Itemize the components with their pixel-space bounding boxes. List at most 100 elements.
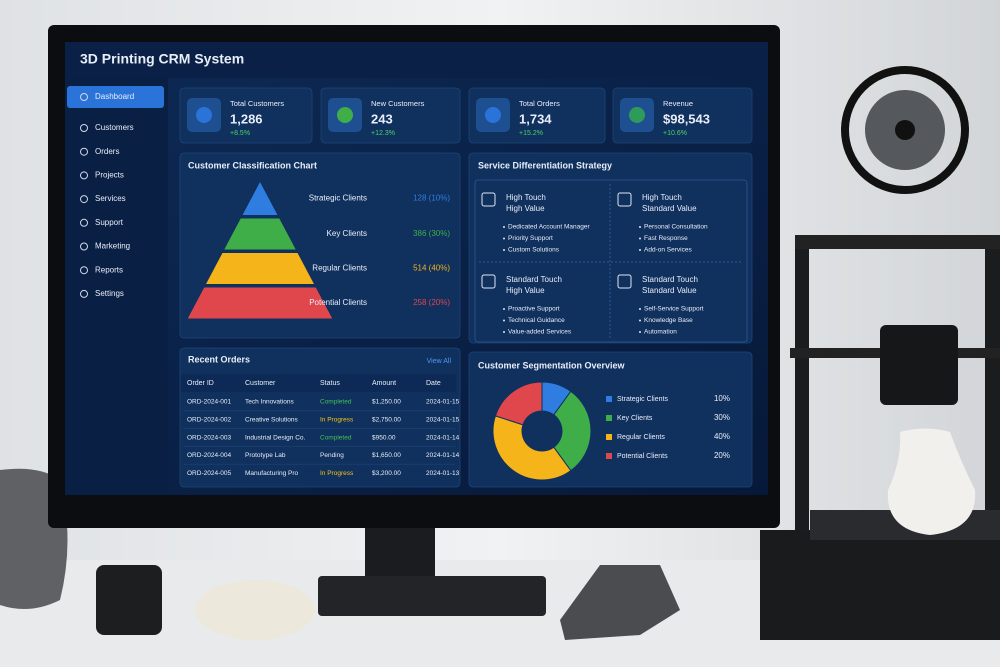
tier-value: 386 (30%) — [413, 229, 450, 238]
panel-title: Customer Segmentation Overview — [478, 360, 626, 370]
nav-icon — [80, 124, 88, 132]
table-cell: ORD-2024-001 — [187, 399, 231, 406]
strategy-item: Priority Support — [508, 235, 553, 242]
tier-value: 514 (40%) — [413, 264, 450, 273]
nav-item[interactable]: Settings — [95, 289, 124, 298]
table-cell: 2024-01-14 — [426, 434, 460, 441]
strategy-item: Dedicated Account Manager — [508, 224, 590, 231]
strategy-title: High Value — [506, 204, 545, 213]
nav-item[interactable]: Dashboard — [95, 92, 134, 101]
nav-item[interactable]: Services — [95, 194, 126, 203]
nav-icon — [80, 93, 88, 101]
nav-item[interactable]: Marketing — [95, 242, 130, 251]
nav-icon — [80, 289, 88, 298]
strategy-title: High Value — [506, 286, 545, 295]
nav-item[interactable]: Customers — [95, 123, 134, 132]
legend-label: Strategic Clients — [617, 396, 668, 403]
bullet — [639, 226, 641, 228]
strategy-item: Fast Response — [644, 235, 688, 242]
nav-icon — [80, 218, 88, 227]
table-cell: Manufacturing Pro — [245, 470, 298, 477]
legend-value: 20% — [714, 451, 730, 460]
monitor-neck — [365, 525, 435, 583]
bullet — [503, 226, 505, 228]
view-all[interactable]: View All — [427, 358, 452, 365]
legend-label: Potential Clients — [617, 453, 668, 460]
screen: 3D Printing CRM System Dashboard Customer… — [65, 42, 768, 495]
strategy-icon — [617, 192, 632, 207]
bullet — [639, 308, 641, 310]
table-cell: ORD-2024-003 — [187, 434, 231, 441]
panel-title: Service Differentiation Strategy — [478, 160, 612, 170]
legend-swatch — [606, 415, 612, 421]
kpi-change: +15.2% — [519, 130, 543, 137]
table-cell: Pending — [320, 452, 344, 459]
strategy-title: High Touch — [506, 193, 546, 202]
kpi-glyph — [196, 107, 212, 123]
table-header — [181, 374, 456, 392]
legend-swatch — [606, 434, 612, 440]
legend-value: 40% — [714, 432, 730, 441]
table-cell: $3,200.00 — [372, 470, 401, 477]
strategy-title: Standard Touch — [642, 275, 698, 284]
strategy-title: Standard Value — [642, 204, 697, 213]
nav-icon — [80, 242, 88, 251]
strategy-title: Standard Touch — [506, 275, 562, 284]
table-cell: In Progress — [320, 470, 354, 477]
table-cell: Tech Innovations — [245, 399, 295, 406]
nav-active — [67, 86, 164, 108]
strategy-icon — [481, 274, 496, 289]
tier-value: 258 (20%) — [413, 298, 450, 307]
pyramid-tier — [206, 253, 314, 284]
app-title: 3D Printing CRM System — [80, 51, 244, 67]
column-header: Order ID — [187, 380, 214, 387]
panel-title: Customer Classification Chart — [188, 160, 317, 170]
kpi-label: New Customers — [371, 99, 425, 108]
table-cell: ORD-2024-002 — [187, 417, 231, 424]
kpi-label: Total Orders — [519, 99, 560, 108]
strategy-item: Knowledge Base — [644, 317, 693, 324]
bullet — [503, 249, 505, 251]
nav-item[interactable]: Projects — [95, 171, 124, 180]
column-header: Amount — [372, 380, 396, 387]
kpi-glyph — [485, 107, 501, 123]
table-cell: 2024-01-14 — [426, 452, 460, 459]
bullet — [639, 331, 641, 333]
legend-value: 10% — [714, 394, 730, 403]
kpi-value: 1,286 — [230, 111, 263, 126]
bullet — [503, 331, 505, 333]
table-cell: Industrial Design Co. — [245, 434, 306, 441]
tier-name: Strategic Clients — [309, 194, 367, 203]
tier-name: Key Clients — [327, 229, 367, 238]
pyramid-tier — [242, 182, 278, 215]
kpi-value: 243 — [371, 111, 393, 126]
nav-icon — [80, 171, 88, 180]
nav-item[interactable]: Support — [95, 218, 124, 227]
table-cell: Completed — [320, 434, 352, 441]
table-cell: 2024-01-15 — [426, 399, 460, 406]
strategy-item: Technical Guidance — [508, 317, 565, 324]
legend-swatch — [606, 396, 612, 402]
legend-label: Key Clients — [617, 415, 653, 422]
pyramid-tier — [187, 287, 333, 319]
nav-item[interactable]: Orders — [95, 147, 119, 156]
table-cell: $1,250.00 — [372, 399, 401, 406]
column-header: Status — [320, 380, 340, 387]
donut-slice — [553, 390, 592, 472]
strategy-item: Add-on Services — [644, 247, 692, 254]
column-header: Customer — [245, 380, 276, 387]
strategy-icon — [617, 274, 632, 289]
kpi-change: +10.6% — [663, 130, 687, 137]
strategy-item: Proactive Support — [508, 306, 560, 313]
nav-item[interactable]: Reports — [95, 265, 123, 274]
tier-name: Regular Clients — [312, 264, 367, 273]
header-bar — [65, 42, 768, 78]
strategy-item: Self-Service Support — [644, 306, 704, 313]
table-cell: 2024-01-15 — [426, 417, 460, 424]
table-cell: $2,750.00 — [372, 417, 401, 424]
legend-swatch — [606, 453, 612, 459]
legend-value: 30% — [714, 413, 730, 422]
gear-white — [195, 580, 315, 640]
kpi-label: Revenue — [663, 99, 693, 108]
